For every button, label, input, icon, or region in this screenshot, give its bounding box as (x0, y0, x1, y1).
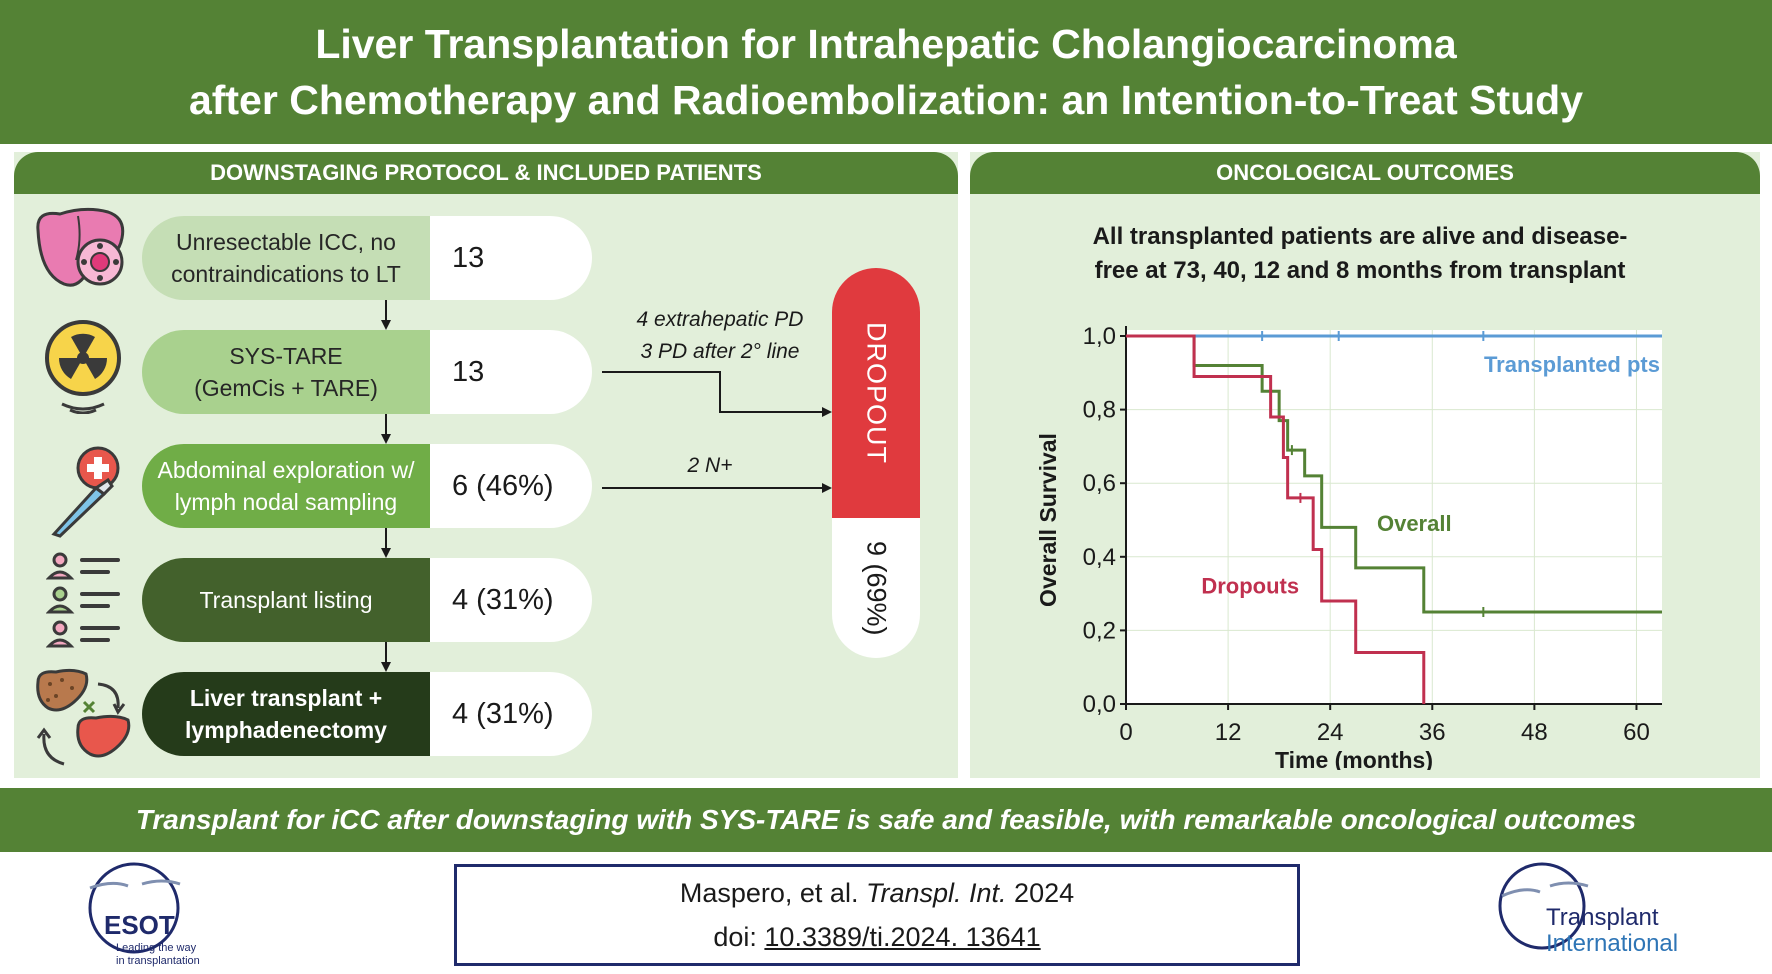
step-label: Liver transplant + lymphadenectomy (142, 672, 430, 756)
step-count: 13 (430, 216, 592, 300)
esot-name: ESOT (104, 910, 175, 940)
y-tick-label: 0,2 (1083, 617, 1116, 644)
step-label: SYS-TARE (GemCis + TARE) (142, 330, 430, 414)
citation-authors: Maspero, et al. (679, 878, 859, 908)
sys-tare-dropout-reasons: 4 extrahepatic PD 3 PD after 2° line (610, 304, 830, 368)
x-tick-label: 0 (1119, 719, 1132, 746)
outcomes-headline: All transplanted patients are alive and … (1010, 220, 1710, 288)
title-line-1: Liver Transplantation for Intrahepatic C… (315, 21, 1457, 67)
km-curve-dropouts (1126, 334, 1426, 704)
step-label: Unresectable ICC, no contraindications t… (142, 216, 430, 300)
esot-emblem-icon (88, 862, 181, 954)
ti-line-2: International (1546, 930, 1679, 957)
dropout-reason-extrahepatic: 4 extrahepatic PD (636, 308, 804, 331)
exploration-dropout-reason: 2 N+ (687, 454, 733, 477)
doi-link[interactable]: 10.3389/ti.2024. 13641 (764, 922, 1041, 952)
arrow-sys-tare-dropout (602, 371, 832, 417)
survival-chart: 0,0 0,2 0,4 0,6 0,8 1,0 0 12 24 36 48 60 Time (month… (1035, 323, 1662, 770)
x-tick-label: 60 (1623, 719, 1650, 746)
y-tick-label: 0,0 (1083, 691, 1116, 718)
citation-box: Maspero, et al. Transpl. Int. 2024 doi: … (454, 864, 1300, 966)
plot-area (1126, 330, 1662, 704)
step-liver-transplant: Liver transplant + lymphadenectomy 4 (31… (142, 672, 592, 756)
citation-journal: Transpl. Int. (865, 878, 1007, 908)
y-tick-label: 0,4 (1083, 544, 1116, 571)
transplant-international-logo: Transplant International (1494, 856, 1734, 968)
dropout-reason-pd: 3 PD after 2° line (640, 340, 800, 363)
km-curve-overall (1126, 334, 1662, 614)
title-line-2: after Chemotherapy and Radioembolization… (188, 77, 1584, 123)
radiation-icon (45, 320, 121, 414)
y-tick-label: 1,0 (1083, 323, 1116, 350)
step-transplant-listing: Transplant listing 4 (31%) (142, 558, 592, 642)
step-label-text: SYS-TARE (GemCis + TARE) (194, 343, 378, 401)
x-tick-label: 24 (1317, 719, 1344, 746)
citation-year: 2024 (1014, 878, 1075, 908)
x-axis-label: Time (months) (1275, 747, 1433, 770)
esot-tagline-2: in transplantation (116, 955, 200, 967)
citation-doi-line: doi: 10.3389/ti.2024. 13641 (713, 915, 1040, 959)
step-sys-tare: SYS-TARE (GemCis + TARE) 13 (142, 330, 592, 414)
step-label-text: Liver transplant + lymphadenectomy (185, 685, 387, 743)
esot-logo: ESOT Leading the way in transplantation (72, 858, 242, 968)
patient-list-icon (46, 552, 120, 648)
y-tick-label: 0,6 (1083, 470, 1116, 497)
headline-line-2: free at 73, 40, 12 and 8 months from tra… (1094, 257, 1626, 284)
x-tick-label: 36 (1419, 719, 1446, 746)
step-abdominal-exploration: Abdominal exploration w/ lymph nodal sam… (142, 444, 592, 528)
series-label: Transplanted pts (1484, 352, 1660, 377)
x-tick-label: 12 (1215, 719, 1242, 746)
doi-prefix: doi: (713, 922, 757, 952)
ti-line-1: Transplant (1546, 904, 1659, 931)
step-label: Abdominal exploration w/ lymph nodal sam… (142, 444, 430, 528)
y-tick-label: 0,8 (1083, 397, 1116, 424)
step-count: 13 (430, 330, 592, 414)
headline-line-1: All transplanted patients are alive and … (1092, 223, 1628, 250)
dropout-count: 9 (69%) (861, 540, 892, 636)
x-tick-label: 48 (1521, 719, 1548, 746)
liver-exchange-icon (36, 668, 131, 766)
step-unresectable-icc: Unresectable ICC, no contraindications t… (142, 216, 592, 300)
dropout-pill: DROPOUT 9 (69%) (832, 268, 920, 658)
dropout-label: DROPOUT (861, 322, 892, 464)
step-label: Transplant listing (142, 558, 430, 642)
esot-tagline-1: Leading the way (116, 942, 197, 954)
step-count: 4 (31%) (430, 558, 592, 642)
series-label: Overall (1377, 511, 1452, 536)
step-count: 6 (46%) (430, 444, 592, 528)
ti-emblem-icon (1498, 862, 1589, 950)
outcomes-panel-header: ONCOLOGICAL OUTCOMES (970, 152, 1760, 194)
series-label: Dropouts (1201, 574, 1299, 599)
title-banner: Liver Transplantation for Intrahepatic C… (0, 0, 1772, 144)
step-count: 4 (31%) (430, 672, 592, 756)
downstaging-panel-header: DOWNSTAGING PROTOCOL & INCLUDED PATIENTS (14, 152, 958, 194)
scalpel-icon (51, 446, 120, 538)
citation-reference: Maspero, et al. Transpl. Int. 2024 (680, 871, 1074, 915)
conclusion-banner: Transplant for iCC after downstaging wit… (0, 788, 1772, 852)
liver-tumor-icon (36, 207, 125, 287)
y-axis-label: Overall Survival (1035, 433, 1061, 607)
